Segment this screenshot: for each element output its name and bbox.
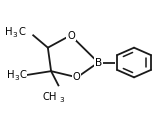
Text: H: H [7,70,14,81]
Text: H: H [5,27,13,37]
Text: C: C [20,70,27,81]
Text: B: B [95,58,102,68]
Text: 3: 3 [60,97,64,103]
Text: O: O [73,72,81,82]
Text: O: O [67,30,75,40]
Text: 3: 3 [13,32,18,38]
Text: C: C [19,27,26,37]
Text: 3: 3 [14,75,19,81]
Text: CH: CH [42,92,57,102]
